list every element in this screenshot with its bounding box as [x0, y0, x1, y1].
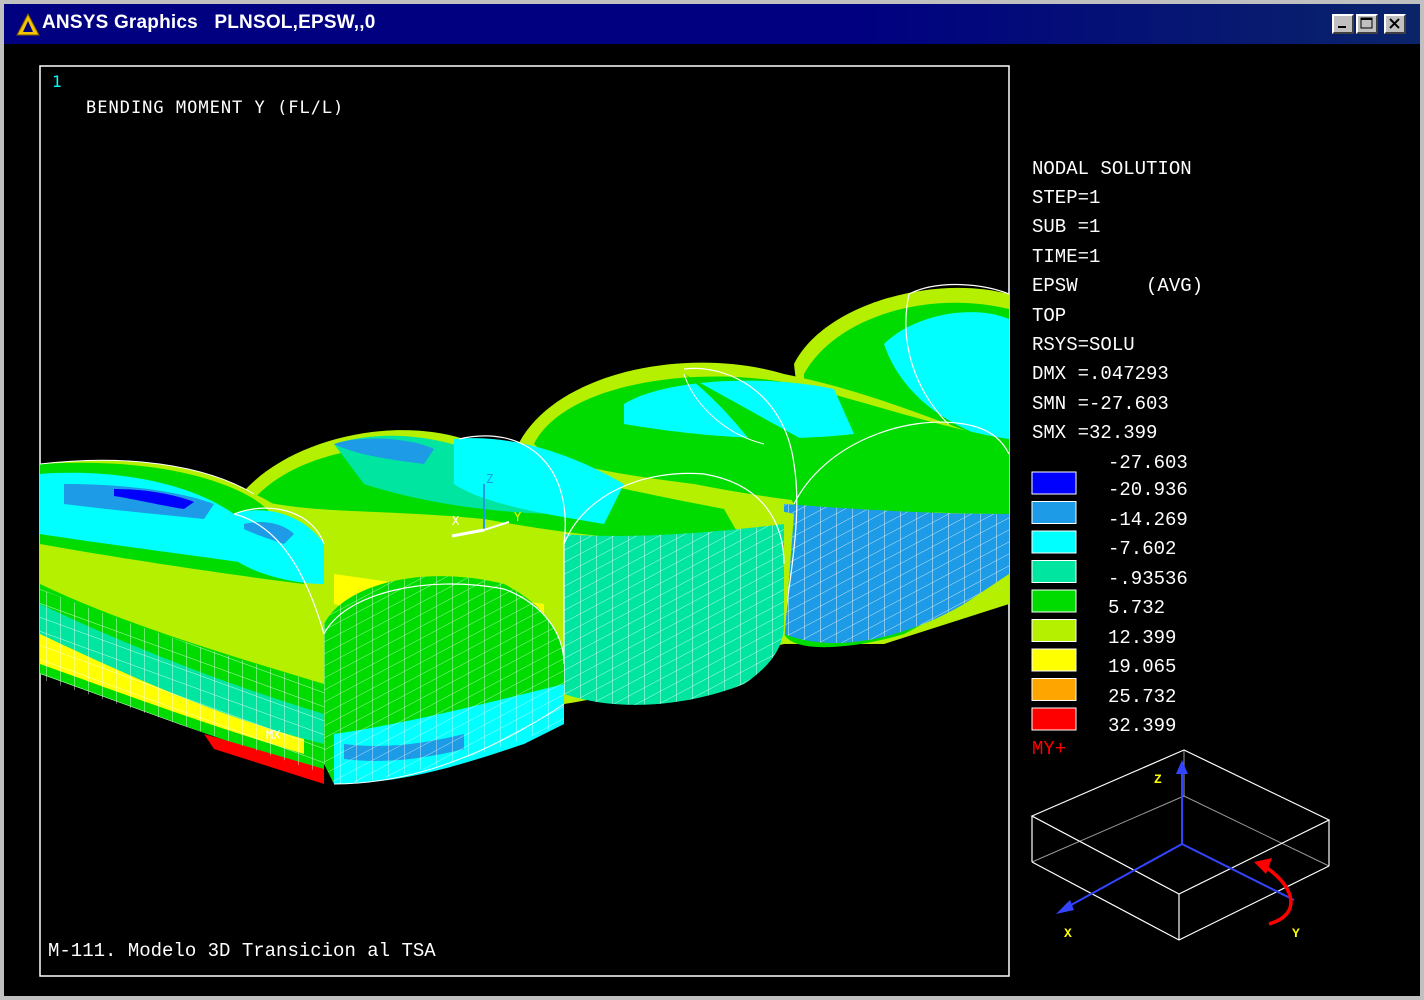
- moment-label: MY+: [1032, 738, 1067, 760]
- triad-y-label: Y: [1292, 926, 1300, 941]
- legend-swatch: [1031, 678, 1077, 701]
- legend-min-label: -27.603: [1108, 452, 1188, 474]
- legend-swatch: [1031, 589, 1077, 613]
- minimize-icon: [1338, 26, 1346, 28]
- axis-z-label: Z: [486, 472, 494, 486]
- legend-swatch: [1031, 619, 1077, 642]
- solution-line: SMX =32.399: [1032, 422, 1158, 444]
- legend-band-value: 32.399: [1108, 715, 1177, 737]
- orientation-triad-box: [1030, 749, 1331, 941]
- solution-line: SUB =1: [1032, 216, 1101, 238]
- legend-band-value: 19.065: [1108, 656, 1177, 678]
- axis-y-label: Y: [514, 510, 522, 524]
- solution-line: RSYS=SOLU: [1032, 334, 1135, 356]
- axis-x-label: X: [452, 514, 460, 528]
- segment-3: [514, 362, 1009, 648]
- solution-line: TOP: [1032, 305, 1067, 327]
- legend-band-value: -20.936: [1108, 479, 1188, 501]
- legend-swatch: [1031, 530, 1077, 554]
- legend-swatch: [1031, 648, 1077, 672]
- triad-z-label: Z: [1154, 772, 1162, 787]
- legend-band-value: -7.602: [1108, 538, 1177, 560]
- legend-band-value: 12.399: [1108, 626, 1177, 649]
- legend-swatch: [1031, 501, 1077, 524]
- solution-line: SMN =-27.603: [1032, 393, 1169, 415]
- legend-band-value: -.93536: [1108, 567, 1188, 590]
- legend-band-value: 25.732: [1108, 685, 1177, 708]
- ansys-logo-icon: [16, 13, 40, 36]
- legend-swatch: [1031, 560, 1077, 583]
- segment-1: [40, 459, 565, 785]
- legend-band-value: 5.732: [1108, 597, 1166, 619]
- triad-x-label: X: [1064, 926, 1072, 941]
- solution-line: STEP=1: [1032, 187, 1101, 209]
- title-bar[interactable]: ANSYS Graphics PLNSOL,EPSW,,0: [4, 4, 1420, 44]
- minimize-button[interactable]: [1332, 14, 1354, 34]
- solution-line: NODAL SOLUTION: [1032, 158, 1192, 180]
- plot-title: BENDING MOMENT Y (FL/L): [86, 98, 345, 118]
- solution-line: TIME=1: [1032, 246, 1101, 268]
- solution-line: EPSW (AVG): [1032, 275, 1204, 297]
- legend-band-value: -14.269: [1108, 508, 1188, 531]
- legend-swatch: [1031, 471, 1077, 495]
- mx-label: MX: [266, 728, 281, 742]
- window-number: 1: [52, 72, 62, 91]
- window-title: ANSYS Graphics PLNSOL,EPSW,,0: [42, 12, 376, 33]
- close-button[interactable]: [1384, 14, 1406, 34]
- model-caption: M-111. Modelo 3D Transicion al TSA: [48, 940, 436, 962]
- viewport-axis-triad: [451, 484, 510, 538]
- maximize-button[interactable]: [1356, 14, 1378, 34]
- close-icon: [1389, 18, 1400, 29]
- graphics-canvas[interactable]: 1 BENDING MOMENT Y (FL/L) M-111. Modelo …: [4, 44, 1420, 996]
- contour-legend-swatches: [1031, 471, 1077, 731]
- contour-model: [40, 283, 1009, 785]
- solution-line: DMX =.047293: [1032, 363, 1169, 385]
- legend-swatch: [1031, 707, 1077, 731]
- maximize-icon: [1360, 17, 1373, 29]
